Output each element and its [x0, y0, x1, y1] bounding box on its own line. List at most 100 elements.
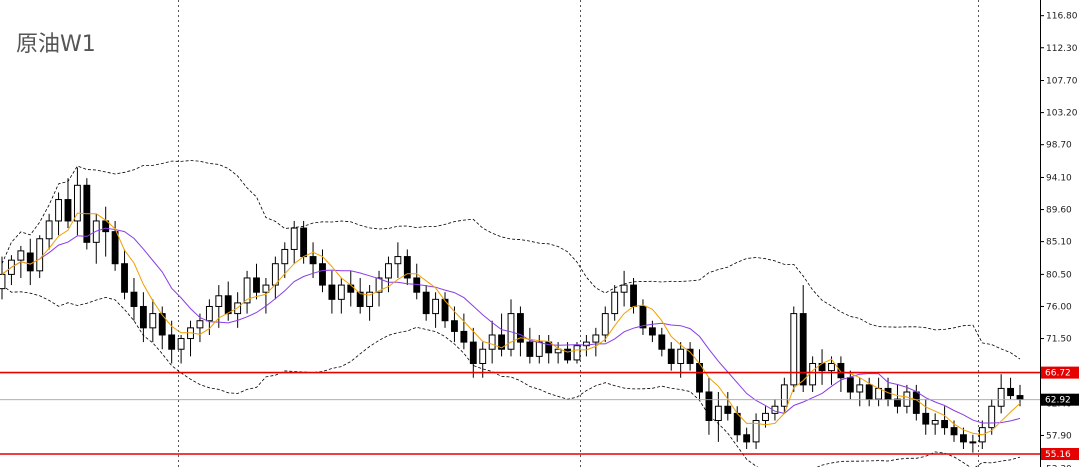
y-tick-label: 57.90 — [1046, 431, 1072, 441]
candle — [733, 406, 741, 442]
candle-body — [856, 384, 864, 393]
candle-body — [875, 387, 883, 400]
candle-body — [837, 362, 845, 379]
candle-body — [205, 305, 213, 322]
moving-averages — [1, 212, 1021, 436]
candle — [988, 399, 996, 435]
candle — [875, 377, 883, 407]
candle — [281, 242, 289, 278]
candle-body — [903, 391, 911, 407]
candle-body — [168, 334, 176, 350]
candle — [545, 334, 553, 364]
candle-body — [762, 412, 769, 422]
candle-body — [196, 320, 204, 329]
chart-title: 原油W1 — [16, 32, 96, 57]
candle — [960, 427, 967, 450]
candle-body — [55, 199, 62, 222]
fast-ma-line — [1, 212, 1021, 436]
candle-body — [243, 277, 251, 304]
candle-body — [498, 334, 505, 350]
candle — [187, 320, 194, 357]
candle-body — [36, 238, 44, 272]
y-tick-label: 53.30 — [1046, 464, 1072, 467]
candle-body — [846, 377, 854, 393]
y-tick-label: 76.00 — [1046, 302, 1072, 312]
candle-body — [950, 427, 958, 436]
candle — [488, 320, 496, 364]
candle — [328, 270, 336, 314]
candle — [102, 206, 110, 257]
candle — [620, 270, 628, 307]
candle-body — [121, 263, 128, 293]
candle-body — [469, 341, 477, 364]
candle-body — [554, 348, 562, 354]
candle-body — [356, 291, 364, 307]
candle-body — [158, 313, 166, 336]
candle-body — [149, 313, 157, 329]
candle-body — [790, 313, 798, 386]
candle-body — [26, 252, 34, 272]
candle-body — [300, 227, 308, 258]
candle-body — [705, 391, 713, 422]
candle-body — [733, 412, 741, 436]
candle — [177, 334, 185, 364]
candle — [451, 306, 458, 343]
candle — [196, 313, 204, 343]
candle-body — [130, 291, 138, 307]
price-levels — [0, 371, 1040, 455]
candle — [837, 356, 845, 392]
candle — [667, 342, 675, 371]
candle — [130, 277, 138, 321]
y-tick-label: 98.70 — [1046, 141, 1072, 151]
candle-body — [969, 441, 977, 444]
candle-body — [724, 405, 732, 414]
y-tick-label: 112.30 — [1046, 44, 1078, 54]
candle — [809, 356, 817, 392]
candle-body — [564, 348, 571, 361]
candle — [45, 213, 53, 250]
candle-body — [620, 284, 628, 293]
candle — [846, 370, 854, 400]
candle — [64, 178, 72, 229]
candle — [413, 263, 421, 300]
candle-body — [809, 362, 817, 386]
candle — [441, 292, 449, 328]
grid-layer — [178, 0, 979, 467]
candle-body — [385, 263, 392, 279]
candle-body — [309, 256, 317, 265]
support-marker-box — [1041, 448, 1079, 460]
candle — [931, 413, 939, 435]
candle — [1016, 384, 1024, 407]
candle — [535, 334, 543, 364]
candle-body — [337, 284, 345, 300]
candle-body — [17, 250, 25, 261]
candle — [818, 349, 826, 385]
candle-body — [139, 305, 147, 329]
candle-body — [780, 384, 788, 407]
candle-body — [545, 341, 553, 354]
candle — [752, 413, 760, 450]
candle-body — [592, 334, 600, 343]
candle — [479, 342, 487, 378]
candle-body — [667, 348, 675, 364]
candle-body — [630, 284, 637, 307]
candle-body — [677, 348, 685, 364]
candle — [92, 213, 100, 264]
candle-body — [865, 384, 873, 400]
candle — [375, 270, 383, 307]
current-price-marker: 62.92 — [1041, 393, 1079, 406]
candle-body — [799, 313, 807, 386]
upper-band-line — [1, 160, 1021, 360]
y-tick-label: 94.10 — [1046, 173, 1072, 183]
candle-body — [941, 420, 949, 429]
y-tick-label: 85.10 — [1046, 238, 1072, 248]
candle-body — [488, 334, 496, 350]
candle — [309, 242, 317, 278]
candle — [922, 399, 930, 435]
candle — [705, 377, 713, 435]
candle — [498, 313, 505, 357]
candle-body — [658, 334, 666, 350]
candle-body — [432, 298, 440, 315]
resistance-marker: 66.72 — [1041, 366, 1079, 379]
